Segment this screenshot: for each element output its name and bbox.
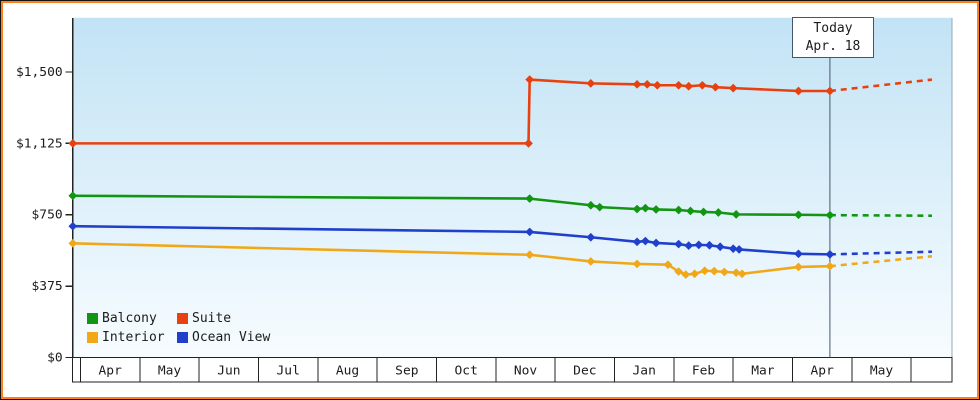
today-annotation: Today Apr. 18 [792, 17, 874, 58]
today-label: Today [813, 21, 853, 36]
series-marker-balcony [713, 208, 723, 217]
month-label: Jun [217, 363, 240, 378]
month-label: Nov [514, 363, 538, 378]
series-marker-interior [719, 267, 729, 277]
y-tick-label: $375 [32, 279, 63, 294]
legend-label: Interior [102, 330, 165, 345]
y-tick-label: $0 [47, 351, 63, 366]
series-marker-interior [632, 259, 642, 269]
legend-item-interior[interactable]: Interior [87, 330, 177, 345]
series-marker-suite [68, 139, 78, 148]
series-marker-interior [709, 266, 719, 276]
legend-item-balcony[interactable]: Balcony [87, 311, 177, 326]
series-marker-suite [525, 75, 535, 84]
series-marker-ocean-view [734, 245, 744, 254]
series-marker-interior [674, 267, 683, 276]
legend-item-ocean-view[interactable]: Ocean View [177, 330, 270, 345]
month-label: Mar [751, 363, 775, 378]
legend: Balcony Suite Interior Ocean View [87, 311, 270, 345]
month-label: Dec [573, 363, 596, 378]
series-marker-balcony [651, 205, 661, 214]
month-box [436, 357, 497, 383]
series-marker-balcony [595, 202, 605, 212]
month-box [258, 357, 319, 383]
series-marker-ocean-view [684, 241, 694, 250]
plot-background [72, 17, 953, 358]
month-box [72, 357, 82, 383]
today-date: Apr. 18 [805, 39, 861, 54]
balcony-swatch-icon [87, 313, 98, 324]
ocean-view-swatch-icon [177, 332, 188, 343]
legend-label: Balcony [102, 311, 157, 326]
month-label: Aug [336, 363, 359, 378]
series-marker-ocean-view [651, 238, 661, 248]
month-label: Jan [633, 363, 656, 378]
series-marker-balcony [525, 194, 535, 203]
series-marker-balcony [68, 191, 78, 201]
series-marker-interior [731, 268, 741, 278]
series-marker-balcony [632, 204, 642, 214]
month-box [80, 357, 141, 383]
series-marker-suite [684, 81, 694, 91]
series-marker-ocean-view [525, 227, 535, 237]
month-box [198, 357, 260, 383]
legend-label: Suite [192, 311, 232, 326]
series-marker-suite [652, 80, 662, 90]
month-label: Oct [455, 363, 478, 378]
month-label: May [158, 363, 182, 378]
series-marker-suite [825, 86, 835, 96]
series-marker-balcony [731, 210, 741, 219]
month-label: May [870, 363, 894, 378]
month-box [614, 357, 675, 383]
month-box [910, 357, 953, 383]
interior-swatch-icon [87, 332, 98, 343]
y-tick-label: $1,125 [16, 136, 63, 151]
month-box [139, 357, 200, 383]
series-marker-ocean-view [715, 242, 725, 252]
series-marker-suite [794, 86, 803, 96]
series-marker-suite [524, 139, 533, 148]
series-marker-ocean-view [794, 249, 803, 259]
series-marker-ocean-view [674, 239, 683, 249]
series-marker-ocean-view [705, 240, 714, 250]
y-tick-label: $750 [32, 208, 63, 223]
series-marker-balcony [586, 200, 596, 210]
month-label: Sep [395, 363, 418, 378]
month-label: Jul [277, 363, 300, 378]
series-marker-ocean-view [586, 232, 596, 242]
series-marker-interior [68, 239, 78, 248]
series-marker-interior [690, 269, 700, 279]
month-label: Apr [99, 363, 123, 378]
month-box [851, 357, 912, 383]
series-marker-interior [825, 261, 835, 271]
month-label: Feb [692, 363, 715, 378]
series-marker-suite [586, 79, 596, 88]
month-box [554, 357, 616, 383]
month-box [732, 357, 794, 383]
series-marker-interior [663, 260, 673, 270]
month-label: Apr [811, 363, 835, 378]
series-marker-interior [586, 257, 596, 266]
series-marker-balcony [674, 205, 683, 215]
series-marker-balcony [794, 210, 803, 220]
series-marker-interior [737, 269, 747, 279]
series-marker-ocean-view [694, 240, 704, 250]
price-chart-canvas[interactable]: $0 $375 $750 $1,125 $1,500 Apr May Jun Jul Aug Sep… [3, 3, 977, 397]
series-marker-suite [674, 80, 683, 90]
legend-label: Ocean View [192, 330, 271, 345]
month-box [495, 357, 556, 383]
legend-item-suite[interactable]: Suite [177, 311, 270, 326]
y-tick-label: $1,500 [16, 65, 63, 80]
series-marker-ocean-view [632, 237, 642, 247]
suite-swatch-icon [177, 313, 188, 324]
series-marker-suite [697, 80, 707, 90]
